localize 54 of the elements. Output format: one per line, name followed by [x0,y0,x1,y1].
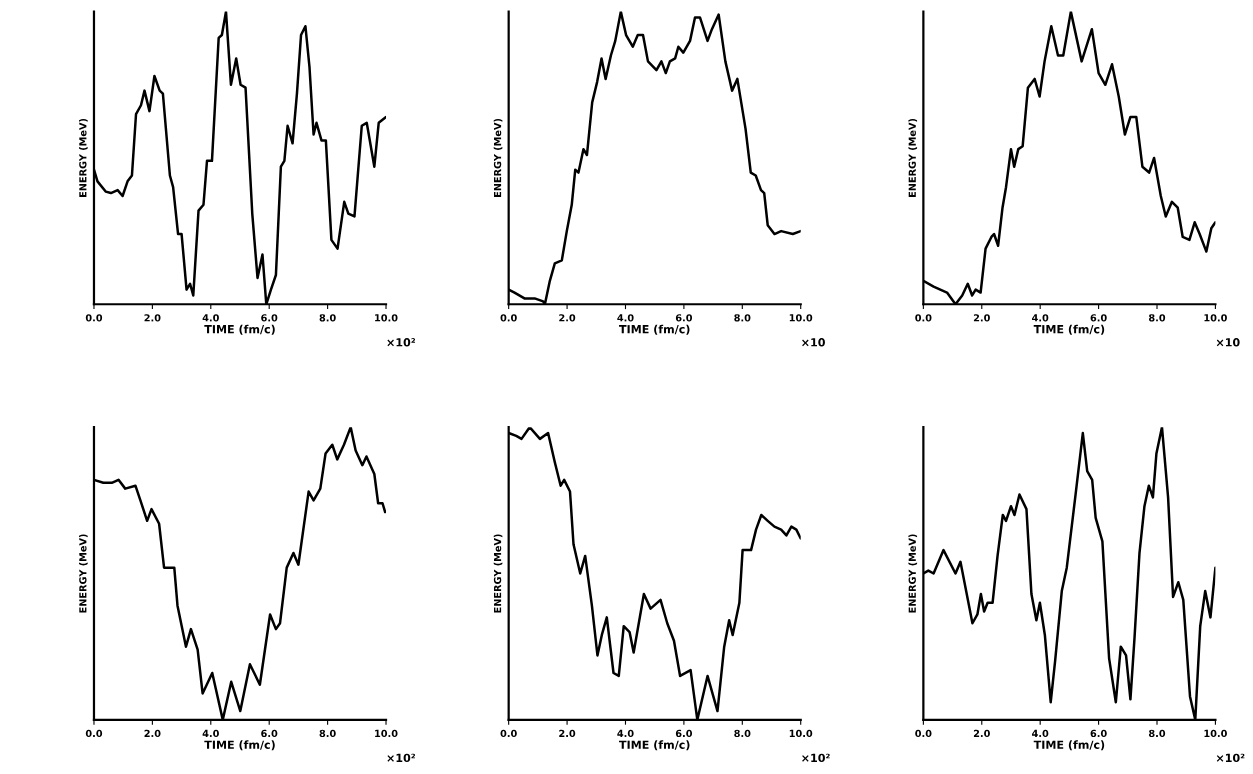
y-axis-title: ENERGY (MeV) [908,534,918,613]
text: ×10² [387,753,416,763]
y-axis-title: ENERGY (MeV) [79,118,88,197]
x-tick-label: 0.0 [85,314,103,322]
x-tick-label: 6.0 [675,314,693,322]
x-tick-label: 2.0 [973,314,990,322]
x-tick-label: 10.0 [375,314,398,322]
x-tick-label: 8.0 [319,729,336,738]
x-tick-label: 8.0 [1148,729,1166,738]
x-tick-label: 6.0 [261,729,278,738]
x-tick-label: 2.0 [973,729,990,738]
x-tick-label: 6.0 [675,729,693,738]
x-axis-title: TIME (fm/c) [204,740,275,751]
x-tick-label: 4.0 [1032,729,1049,738]
x-tick-label: 4.0 [617,729,634,738]
x-tick-label: 8.0 [734,729,751,738]
x-tick-label: 4.0 [202,729,219,738]
x-tick-label: 10.0 [789,729,813,738]
x-tick-label: 0.0 [85,729,103,738]
x-tick-label: 10.0 [789,314,813,322]
y-axis-title: ENERGY (MeV) [493,118,503,197]
text: ×10 [802,338,825,347]
x-tick-label: 4.0 [1032,314,1049,322]
x-axis-title: TIME (fm/c) [619,324,690,335]
y-axis-title: ENERGY (MeV) [79,534,88,613]
text: ×10 [1216,338,1240,347]
x-tick-label: 0.0 [500,314,517,322]
x-tick-label: 0.0 [500,729,517,738]
x-axis-title: TIME (fm/c) [1033,324,1105,335]
text: ×10² [802,753,830,763]
x-tick-label: 10.0 [1204,729,1227,738]
x-tick-label: 2.0 [144,729,161,738]
x-tick-label: 0.0 [915,729,932,738]
x-tick-label: 6.0 [1090,314,1107,322]
y-axis-title: ENERGY (MeV) [493,534,503,613]
x-tick-label: 10.0 [375,729,398,738]
x-axis-title: TIME (fm/c) [204,324,275,335]
x-tick-label: 8.0 [734,314,751,322]
y-axis-title: ENERGY (MeV) [908,118,918,197]
text: ×10² [387,338,416,347]
x-tick-label: 0.0 [915,314,932,322]
x-tick-label: 10.0 [1204,314,1227,322]
x-tick-label: 2.0 [559,729,576,738]
x-axis-title: TIME (fm/c) [1033,740,1105,751]
x-tick-label: 4.0 [202,314,219,322]
x-tick-label: 6.0 [261,314,278,322]
x-tick-label: 4.0 [617,314,634,322]
x-tick-label: 2.0 [559,314,576,322]
text: ×10² [1216,753,1245,763]
x-tick-label: 2.0 [144,314,161,322]
x-tick-label: 8.0 [1148,314,1166,322]
x-tick-label: 8.0 [319,314,336,322]
x-axis-title: TIME (fm/c) [619,740,690,751]
x-tick-label: 6.0 [1090,729,1107,738]
